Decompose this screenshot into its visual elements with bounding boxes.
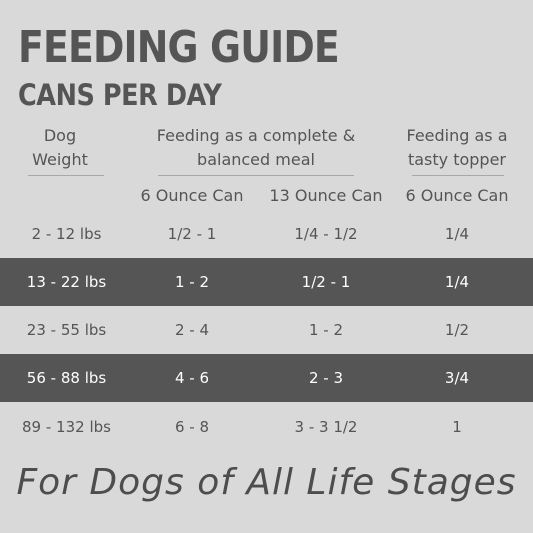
table-row: 13 - 22 lbs 1 - 2 1/2 - 1 1/4 (0, 258, 533, 306)
cell-6oz-topper: 3/4 (444, 369, 470, 387)
cell-13oz-complete: 1/2 - 1 (301, 273, 351, 291)
cell-weight: 13 - 22 lbs (26, 273, 107, 291)
cell-13oz-complete: 2 - 3 (308, 369, 344, 387)
table-row: 89 - 132 lbs 6 - 8 3 - 3 1/2 1 (0, 403, 533, 451)
header-line: balanced meal (197, 150, 315, 169)
header-tasty-topper: Feeding as a tasty topper (398, 124, 516, 172)
header-dog-weight: Dog Weight (20, 124, 100, 172)
subheader-6oz-complete: 6 Ounce Can (140, 186, 244, 205)
footer-tagline: For Dogs of All Life Stages (16, 462, 517, 503)
cell-6oz-topper: 1 (452, 418, 462, 436)
cell-weight: 89 - 132 lbs (22, 418, 111, 436)
page-subtitle: CANS PER DAY (18, 78, 222, 112)
header-line: Dog (43, 126, 77, 145)
header-line: Feeding as a complete & (156, 126, 356, 145)
header-line: tasty topper (407, 150, 507, 169)
header-divider (28, 175, 104, 176)
subheader-13oz-complete: 13 Ounce Can (269, 186, 383, 205)
cell-6oz-complete: 2 - 4 (174, 321, 210, 339)
table-row: 56 - 88 lbs 4 - 6 2 - 3 3/4 (0, 354, 533, 402)
cell-6oz-complete: 1 - 2 (174, 273, 210, 291)
page-title: FEEDING GUIDE (18, 22, 340, 73)
header-divider (412, 175, 504, 176)
cell-6oz-complete: 6 - 8 (174, 418, 210, 436)
subheader-6oz-topper: 6 Ounce Can (405, 186, 509, 205)
cell-13oz-complete: 3 - 3 1/2 (294, 418, 358, 436)
cell-13oz-complete: 1/4 - 1/2 (294, 225, 358, 243)
cell-6oz-topper: 1/4 (444, 273, 470, 291)
cell-weight: 2 - 12 lbs (31, 225, 102, 243)
header-line: Feeding as a (406, 126, 508, 145)
header-line: Weight (32, 150, 88, 169)
header-complete-meal: Feeding as a complete & balanced meal (140, 124, 372, 172)
cell-6oz-complete: 1/2 - 1 (167, 225, 217, 243)
table-row: 2 - 12 lbs 1/2 - 1 1/4 - 1/2 1/4 (0, 210, 533, 258)
cell-13oz-complete: 1 - 2 (308, 321, 344, 339)
cell-6oz-topper: 1/2 (444, 321, 470, 339)
table-row: 23 - 55 lbs 2 - 4 1 - 2 1/2 (0, 306, 533, 354)
cell-weight: 56 - 88 lbs (26, 369, 107, 387)
cell-6oz-complete: 4 - 6 (174, 369, 210, 387)
cell-weight: 23 - 55 lbs (26, 321, 107, 339)
header-divider (158, 175, 354, 176)
cell-6oz-topper: 1/4 (444, 225, 470, 243)
